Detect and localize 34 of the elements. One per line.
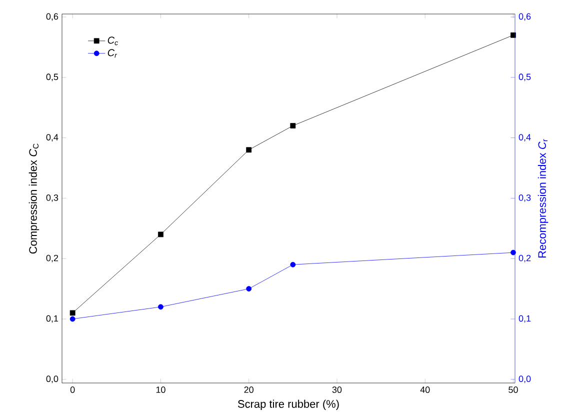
point	[158, 232, 164, 237]
legend-label: C$_{r}$	[108, 48, 118, 58]
point	[246, 286, 252, 292]
point	[70, 316, 76, 322]
y2-tick-label: 0,5	[518, 74, 531, 81]
point	[158, 304, 164, 310]
x-tick-label: 20	[244, 386, 254, 393]
x-tick-label: 0	[70, 386, 75, 393]
y-tick-label: 0,2	[46, 254, 58, 262]
y-tick-label: 0,4	[46, 134, 58, 142]
y2-tick-label: 0,3	[518, 194, 531, 202]
point	[510, 250, 516, 256]
y-axis-title: Compression index C$_{C}$	[28, 143, 40, 254]
x-tick-label: 10	[156, 386, 166, 393]
point	[290, 122, 296, 128]
y-tick-label: 0,1	[46, 315, 58, 323]
y2-tick-label: 0,1	[518, 315, 531, 323]
legend-label: C$_{c}$	[108, 36, 118, 46]
point	[246, 147, 252, 152]
y2-tick-label: 0,6	[518, 13, 531, 21]
y2-tick-label: 0,4	[518, 134, 531, 142]
y2-tick-label: 0,0	[518, 375, 531, 383]
y-tick-label: 0,0	[46, 375, 58, 383]
x-tick-label: 40	[420, 386, 430, 393]
x-tick-label: 50	[508, 386, 518, 393]
y-tick-label: 0,5	[46, 74, 58, 81]
point	[70, 310, 76, 316]
y2-tick-label: 0,2	[518, 254, 531, 262]
point	[290, 262, 296, 268]
y2-axis-title: Recompression index C$_{r}$	[538, 139, 548, 258]
x-tick-label: 30	[332, 386, 342, 393]
y-tick-label: 0,6	[46, 13, 58, 21]
y-tick-label: 0,3	[46, 194, 58, 202]
x-axis-title: Scrap tire rubber (%)	[238, 400, 339, 410]
